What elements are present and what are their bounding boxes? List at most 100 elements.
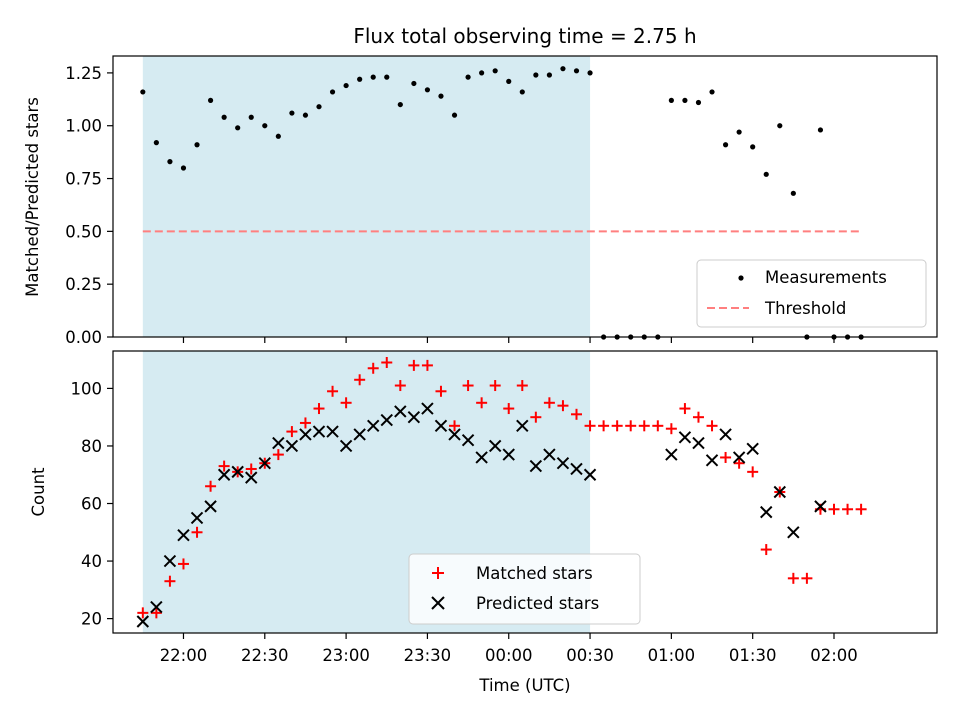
top-y-tick-label: 1.25 <box>65 64 102 83</box>
predicted-star-point <box>312 425 326 438</box>
measurement-point <box>722 142 729 148</box>
predicted-star-point <box>285 439 299 453</box>
top-y-tick-label: 0.00 <box>65 328 102 347</box>
legend-matched-label: Matched stars <box>476 564 593 583</box>
measurement-point <box>682 97 688 103</box>
measurement-point <box>384 74 390 80</box>
matched-star-point <box>476 397 488 409</box>
top-marks <box>140 66 864 340</box>
matched-star-point <box>367 362 379 374</box>
measurement-point <box>140 89 146 95</box>
measurement-point <box>506 78 512 84</box>
top-panel: 0.00 0.25 0.50 0.75 1.00 1.25 Matched/Predict… <box>23 55 938 347</box>
measurement-point <box>763 171 769 177</box>
bottom-y-axis-label: Count <box>29 467 48 517</box>
measurement-point <box>750 144 756 150</box>
predicted-star-point <box>434 419 448 433</box>
predicted-star-point <box>245 471 258 484</box>
matched-star-point <box>760 544 772 556</box>
matched-star-point <box>177 558 189 570</box>
measurement-point <box>790 190 796 196</box>
bottom-axes-frame <box>112 350 938 634</box>
chart-title: Flux total observing time = 2.75 h <box>353 24 696 48</box>
matched-star-point <box>706 420 718 432</box>
predicted-star-point <box>678 431 692 444</box>
measurement-point <box>465 74 471 80</box>
predicted-star-point <box>448 428 461 441</box>
predicted-star-point <box>475 451 488 464</box>
measurement-point <box>709 89 715 95</box>
predicted-star-point <box>217 468 231 481</box>
x-tick-label: 23:00 <box>322 646 370 665</box>
x-tick-label: 22:30 <box>241 646 289 665</box>
predicted-star-point <box>353 428 366 441</box>
measurement-point <box>438 93 444 99</box>
bottom-y-tick-label: 20 <box>81 610 102 629</box>
matched-star-point <box>611 420 623 432</box>
predicted-star-point <box>407 410 421 424</box>
measurement-point <box>194 142 200 148</box>
bottom-y-tick-label: 40 <box>81 552 102 571</box>
predicted-star-point <box>760 505 773 519</box>
predicted-star-point <box>556 457 570 470</box>
x-tick-label: 22:00 <box>160 646 208 665</box>
predicted-star-point <box>380 413 393 427</box>
matched-star-point <box>462 380 474 392</box>
matched-star-point <box>489 380 501 392</box>
measurement-point <box>167 159 173 165</box>
bottom-legend: Matched stars Predicted stars <box>408 553 641 625</box>
measurement-point <box>302 112 309 118</box>
matched-star-point <box>516 380 528 392</box>
matched-star-point <box>571 408 582 420</box>
top-y-tick-label: 0.50 <box>65 222 102 241</box>
legend-predicted-label: Predicted stars <box>476 594 599 613</box>
matched-star-point <box>218 460 230 472</box>
measurement-point <box>777 123 783 129</box>
bottom-marks <box>136 357 867 628</box>
measurement-point <box>235 125 241 131</box>
predicted-star-point <box>177 528 190 542</box>
top-shaded-span <box>142 56 591 337</box>
predicted-star-point <box>502 448 515 461</box>
measurement-point <box>343 82 349 89</box>
measurement-point <box>492 68 498 74</box>
matched-star-point <box>435 385 447 397</box>
predicted-star-point <box>163 554 177 568</box>
matched-star-point <box>137 607 149 619</box>
top-x-ticks <box>182 337 835 343</box>
measurement-point <box>817 127 824 133</box>
matched-star-point <box>150 607 162 619</box>
predicted-star-point <box>367 419 380 433</box>
predicted-star-point <box>394 405 407 418</box>
matched-star-point <box>584 420 596 432</box>
predicted-star-point <box>529 459 543 473</box>
matched-star-point <box>652 420 664 432</box>
predicted-star-point <box>258 457 271 470</box>
bottom-y-tick-label: 60 <box>81 495 102 514</box>
matched-star-point <box>801 572 813 584</box>
matched-star-point <box>408 359 420 371</box>
measurement-point <box>289 110 295 116</box>
predicted-star-point <box>787 526 800 539</box>
top-legend-box <box>696 259 927 328</box>
matched-star-point <box>543 397 555 409</box>
measurement-point <box>357 76 363 82</box>
measurement-point <box>411 80 417 87</box>
measurement-point <box>519 89 525 95</box>
predicted-star-point <box>299 428 312 441</box>
matched-star-point <box>272 449 284 461</box>
predicted-star-point <box>543 448 556 461</box>
measurement-point <box>153 140 159 146</box>
x-tick-label: 01:30 <box>729 646 777 665</box>
top-y-ticks: 0.00 0.25 0.50 0.75 1.00 1.25 <box>65 64 113 347</box>
matched-star-point <box>828 503 840 515</box>
matched-star-point <box>598 420 610 432</box>
matched-star-point <box>692 411 704 423</box>
matched-star-point <box>747 466 759 478</box>
measurement-point <box>221 114 227 120</box>
predicted-star-point <box>231 465 244 479</box>
matched-star-point <box>299 417 311 429</box>
matched-star-point <box>733 457 745 469</box>
measurement-point <box>370 74 376 80</box>
predicted-star-point <box>190 511 204 525</box>
